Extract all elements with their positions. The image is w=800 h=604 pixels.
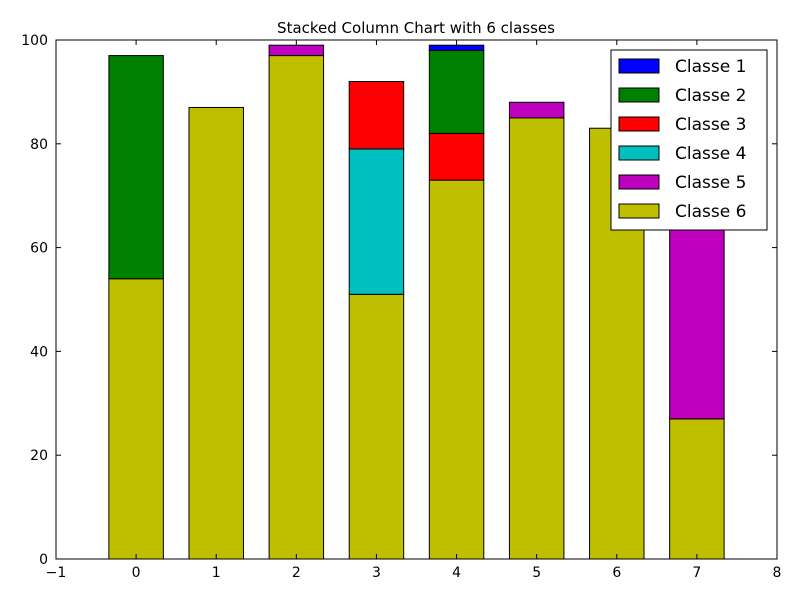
legend-swatch-classe-1: [618, 58, 660, 74]
bar-segment-classe-3-x4: [428, 132, 485, 181]
bar-segment-classe-1-x4: [428, 44, 485, 51]
x-tick-label: 4: [452, 565, 461, 581]
legend: Classe 1 Classe 2 Classe 3 Classe 4 Classe 5…: [610, 49, 768, 231]
bar-segment-classe-6-x3: [348, 293, 405, 560]
legend-swatch-classe-3: [618, 116, 660, 132]
y-tick-label: 40: [30, 344, 48, 360]
bar-segment-classe-6-x4: [428, 179, 485, 560]
bar-segment-classe-5-x2: [268, 44, 325, 57]
legend-swatch-classe-4: [618, 145, 660, 161]
x-tick-label: 1: [212, 565, 221, 581]
legend-label-classe-3: Classe 3: [675, 115, 746, 135]
chart-title: Stacked Column Chart with 6 classes: [277, 19, 555, 37]
x-tick-label: 2: [292, 565, 301, 581]
legend-label-classe-1: Classe 1: [675, 57, 746, 77]
x-tick-label: 0: [132, 565, 141, 581]
bar-segment-classe-4-x3: [348, 148, 405, 295]
x-tick-label: 8: [773, 565, 782, 581]
legend-swatch-classe-2: [618, 87, 660, 103]
legend-label-classe-4: Classe 4: [675, 144, 746, 164]
bar-segment-classe-6-x0: [108, 278, 164, 560]
bar-segment-classe-6-x5: [508, 117, 565, 560]
x-tick-label: −1: [46, 565, 67, 581]
legend-swatch-classe-6: [618, 203, 660, 219]
bar-segment-classe-2-x0: [108, 55, 164, 280]
legend-box: [610, 49, 768, 231]
plot-frame: [55, 39, 778, 560]
x-tick-label: 7: [692, 565, 701, 581]
y-tick-label: 80: [30, 137, 48, 153]
legend-label-classe-5: Classe 5: [675, 173, 746, 193]
x-tick-label: 3: [372, 565, 381, 581]
legend-label-classe-2: Classe 2: [675, 86, 746, 106]
x-tick-label: 5: [532, 565, 541, 581]
bar-segment-classe-6-x1: [188, 106, 244, 560]
y-tick-label: 20: [30, 448, 48, 464]
bar-segment-classe-3-x3: [348, 81, 405, 150]
bar-segment-classe-6-x2: [268, 55, 325, 560]
legend-label-classe-6: Classe 6: [675, 202, 746, 222]
y-tick-label: 0: [39, 552, 48, 568]
bar-segment-classe-5-x5: [508, 101, 565, 119]
x-tick-label: 6: [612, 565, 621, 581]
y-tick-label: 100: [21, 33, 48, 49]
bar-segment-classe-6-x7: [669, 418, 725, 560]
y-tick-label: 60: [30, 241, 48, 257]
bars-group: [108, 44, 725, 560]
bar-segment-classe-2-x4: [428, 49, 485, 134]
legend-swatch-classe-5: [618, 174, 660, 190]
bar-segment-classe-5-x7: [669, 210, 725, 420]
